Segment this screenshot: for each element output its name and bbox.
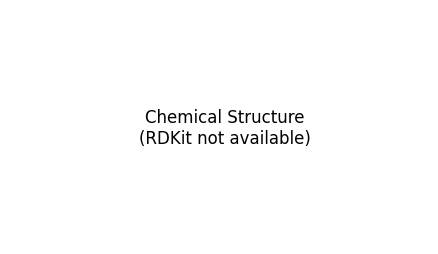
Text: Chemical Structure
(RDKit not available): Chemical Structure (RDKit not available) xyxy=(138,109,311,148)
